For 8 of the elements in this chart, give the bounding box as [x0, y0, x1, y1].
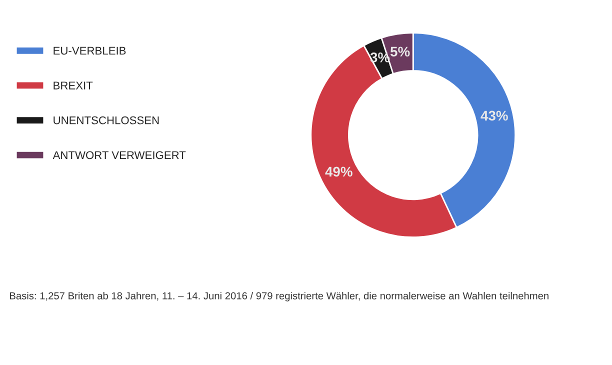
data-label: 5%	[390, 46, 410, 57]
legend-label: BREXIT	[54, 82, 93, 90]
data-label: 49%	[325, 166, 352, 177]
data-label: 43%	[480, 110, 508, 121]
legend-label: ANTWORT VERWEIGERT	[52, 151, 186, 160]
legend-label: UNENTSCHLOSSEN	[54, 116, 159, 124]
text: Basis: 1,257 Briten ab 18 Jahren, 11. – 14. Juni 2016 / 979 registrierte Wähler, die normalerweise an Wahlen teilnehmen	[10, 292, 548, 302]
legend-label: EU-VERBLEIB	[54, 46, 126, 55]
